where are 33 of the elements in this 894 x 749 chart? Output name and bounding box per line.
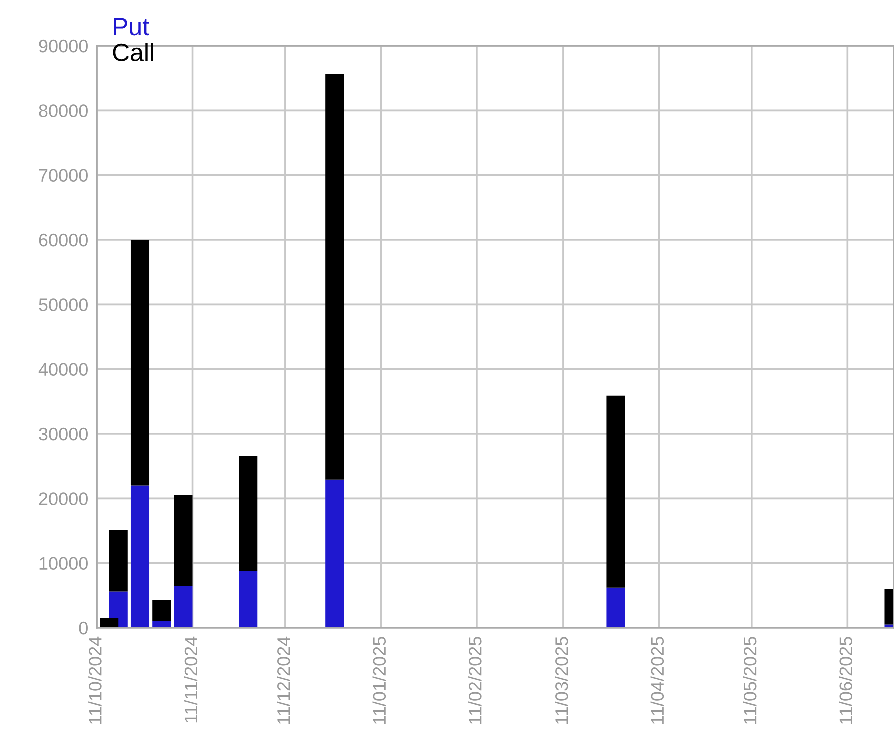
x-tick-label: 11/03/2025 [555,637,568,724]
bar [326,74,344,480]
bar [109,530,128,592]
x-tick-label: 11/06/2025 [839,637,853,724]
y-tick-label: 90000 [39,40,88,53]
x-tick-label: 11/11/2024 [184,636,198,723]
bar [239,571,258,628]
x-tick-label: 11/04/2025 [650,637,664,724]
text: Call [113,43,154,62]
y-tick-label: 80000 [39,104,88,118]
x-tick-label: 11/10/2024 [88,636,102,724]
bar [152,600,172,622]
y-tick-label: 50000 [39,298,88,312]
x-tick-label: 11/12/2024 [277,636,290,724]
text: Put [114,18,150,36]
y-tick-label: 70000 [39,169,88,182]
x-tick-label: 11/02/2025 [468,637,482,724]
bar [130,486,150,628]
y-tick-label: 40000 [38,363,88,376]
bar [174,495,193,586]
bar [174,586,193,628]
bar [239,456,258,572]
bar [326,480,344,628]
y-tick-label: 0 [79,622,88,635]
y-tick-label: 20000 [39,492,88,506]
bar [606,588,626,628]
y-tick-label: 10000 [40,557,88,570]
y-tick-label: 60000 [39,234,88,247]
x-tick-label: 11/05/2025 [743,637,757,724]
x-tick-label: 11/01/2025 [372,637,386,724]
bar [606,396,626,588]
bar [130,240,150,486]
y-tick-label: 30000 [39,428,88,441]
